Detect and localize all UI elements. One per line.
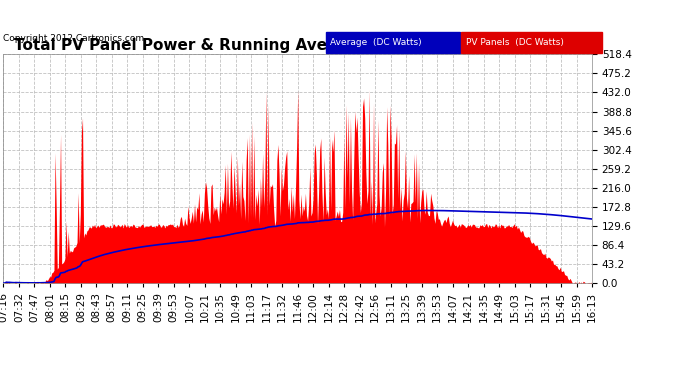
Text: Average  (DC Watts): Average (DC Watts) [331,38,422,47]
Text: PV Panels  (DC Watts): PV Panels (DC Watts) [466,38,564,47]
Text: Copyright 2012 Cartronics.com: Copyright 2012 Cartronics.com [3,34,145,43]
Title: Total PV Panel Power & Running Average Power Sun Dec 23 16:23: Total PV Panel Power & Running Average P… [14,38,581,53]
